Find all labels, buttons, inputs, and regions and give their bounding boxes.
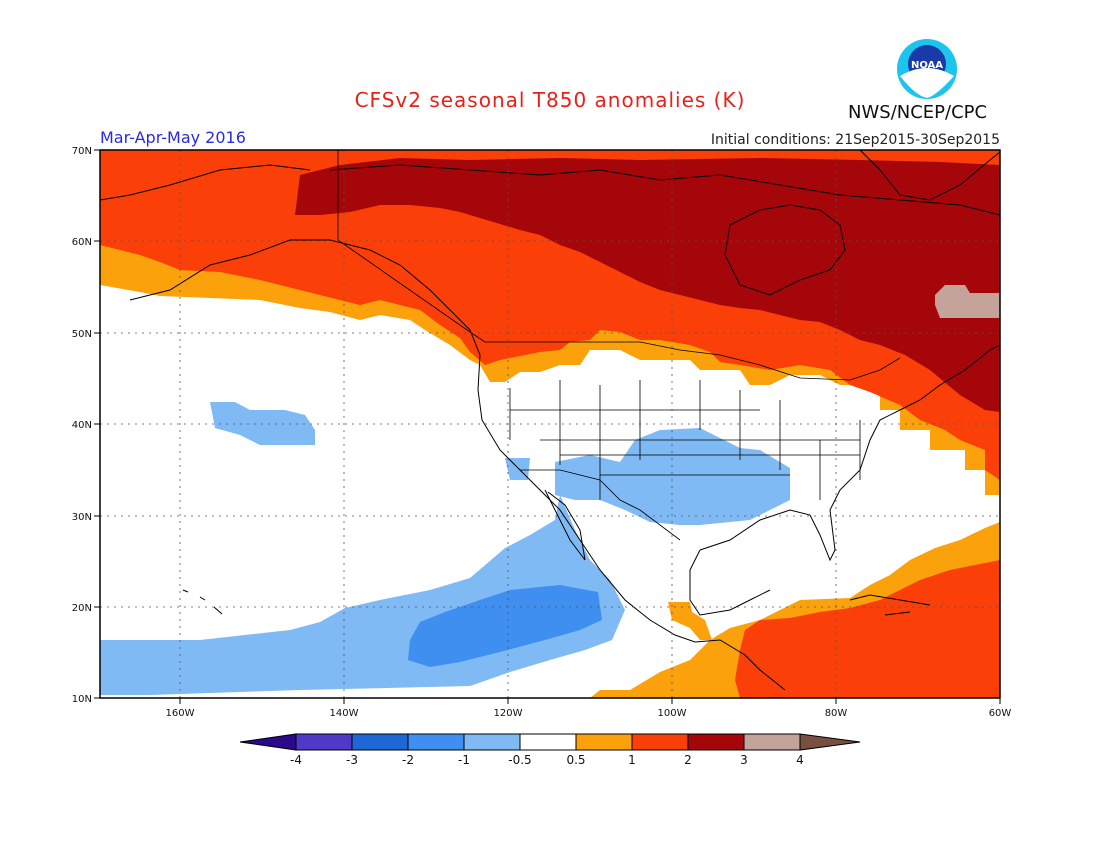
anomaly-region-tan: [935, 285, 1000, 318]
noaa-logo: NOAA: [897, 39, 957, 99]
colorbar-segment-neg1-neg05: [463, 733, 521, 751]
lon-label-60w: 60W: [989, 708, 1012, 719]
anomaly-region-orange-gulf: [668, 602, 712, 640]
colorbar-segment-p2-3: [687, 733, 745, 751]
coastline-north-america: [129, 239, 1000, 691]
anomaly-shading: [100, 150, 1000, 698]
lat-label-10n: 10N: [72, 694, 92, 705]
lat-label-20n: 20N: [72, 603, 92, 614]
colorbar-segment-gt-4: [799, 733, 861, 751]
season-label: Mar-Apr-May 2016: [100, 128, 246, 147]
axis-ticks: [94, 149, 1001, 704]
colorbar-label: -4: [290, 753, 302, 767]
colorbar-label: 4: [796, 753, 804, 767]
colorbar: [239, 733, 861, 751]
lat-label-30n: 30N: [72, 512, 92, 523]
colorbar-label: -3: [346, 753, 358, 767]
colorbar-label: 1: [628, 753, 636, 767]
colorbar-segment-p1-2: [631, 733, 689, 751]
lat-label-70n: 70N: [72, 146, 92, 157]
colorbar-label: 2: [684, 753, 692, 767]
coastline-baja: [544, 489, 586, 561]
coastline-alaska: [100, 164, 311, 201]
lon-label-120w: 120W: [494, 708, 523, 719]
colorbar-segment-lt-neg4: [239, 733, 297, 751]
coastline-hudson-bay: [724, 204, 846, 296]
colorbar-segment-neg3-neg2: [351, 733, 409, 751]
lon-label-160w: 160W: [166, 708, 195, 719]
colorbar-segment-p05-1: [575, 733, 633, 751]
colorbar-segment-neg2-neg1: [407, 733, 465, 751]
coastline-caribbean: [849, 594, 931, 616]
lat-labels: 70N 60N 50N 40N 30N 20N 10N: [72, 146, 92, 705]
border-states: [509, 380, 861, 500]
borders: [337, 150, 901, 541]
colorbar-segment-neg4-neg3: [295, 733, 353, 751]
colorbar-segment-neutral: [519, 733, 577, 751]
colorbar-segment-p3-4: [743, 733, 801, 751]
colorbar-label: 3: [740, 753, 748, 767]
coastlines: [100, 150, 1000, 691]
lon-label-80w: 80W: [825, 708, 848, 719]
coastline-greenland: [859, 150, 1000, 201]
coastline-arctic: [329, 164, 1000, 216]
chart-title: CFSv2 seasonal T850 anomalies (K): [354, 88, 746, 112]
anomaly-region-lightblue-baja: [505, 458, 530, 480]
lat-label-40n: 40N: [72, 420, 92, 431]
coastline-hawaii: [182, 589, 223, 615]
lon-label-100w: 100W: [658, 708, 687, 719]
anomaly-region-lightblue-us: [555, 428, 790, 525]
initial-conditions: Initial conditions: 21Sep2015-30Sep2015: [710, 132, 1000, 148]
anomaly-region-red-south: [735, 560, 1000, 698]
lat-label-60n: 60N: [72, 237, 92, 248]
border-us-mexico: [520, 469, 681, 541]
lat-label-50n: 50N: [72, 329, 92, 340]
anomaly-region-lightblue-east-pacific: [210, 402, 315, 445]
colorbar-labels: -4 -3 -2 -1 -0.5 0.5 1 2 3 4: [290, 753, 804, 767]
noaa-logo-text: NOAA: [911, 60, 943, 71]
colorbar-label: -1: [458, 753, 470, 767]
colorbar-label: 0.5: [566, 753, 585, 767]
border-us-canada: [337, 150, 901, 381]
colorbar-label: -2: [402, 753, 414, 767]
lon-labels: 160W 140W 120W 100W 80W 60W: [166, 708, 1012, 719]
anomaly-region-darkred: [295, 158, 1000, 412]
anomaly-region-medblue: [408, 585, 602, 667]
colorbar-label: -0.5: [508, 753, 531, 767]
agency-label: NWS/NCEP/CPC: [848, 102, 988, 123]
graticule: [100, 150, 1000, 698]
lon-label-140w: 140W: [330, 708, 359, 719]
